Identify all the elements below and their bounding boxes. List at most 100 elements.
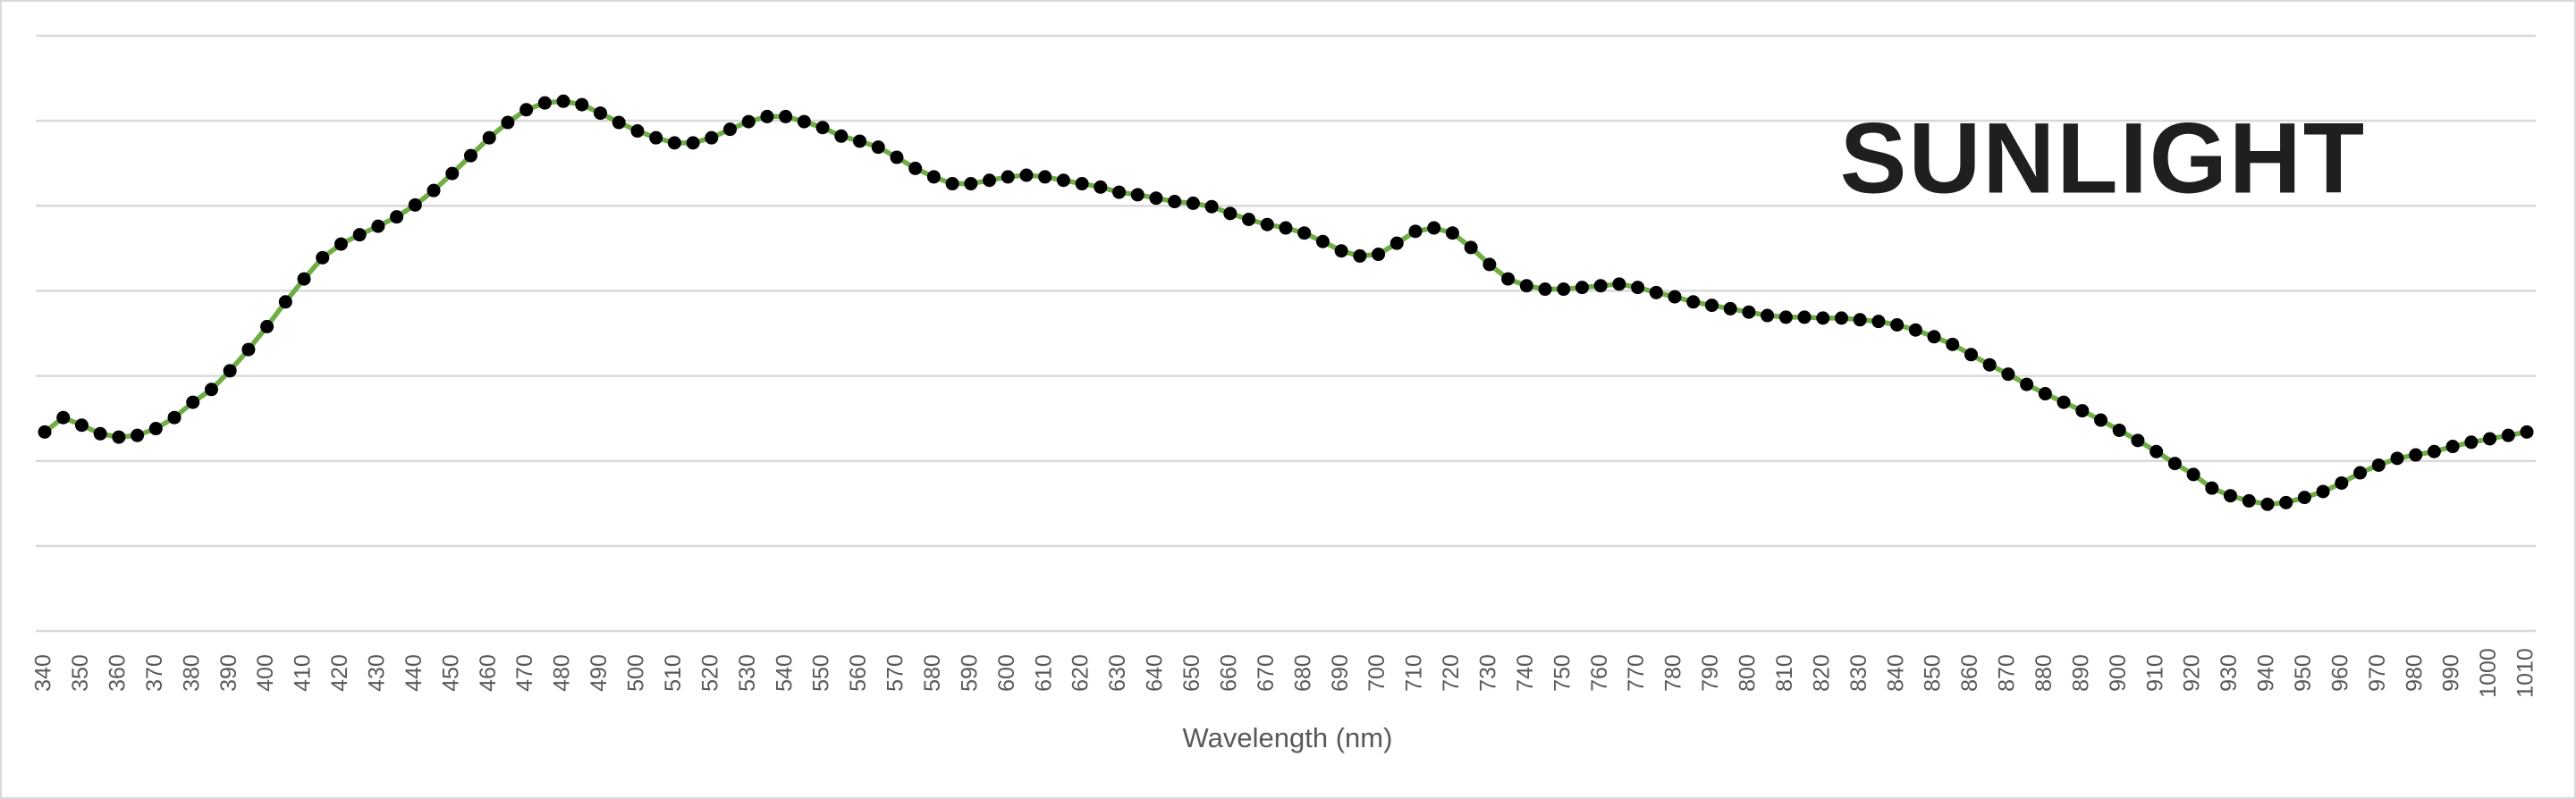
marker: [1908, 323, 1922, 337]
marker: [1575, 281, 1589, 295]
x-tick-label: 870: [1995, 654, 2020, 692]
marker: [593, 106, 607, 121]
marker: [1482, 257, 1497, 272]
x-tick-label: 850: [1921, 654, 1946, 692]
x-tick-label: 910: [2142, 654, 2167, 692]
marker: [408, 198, 422, 212]
marker: [1204, 199, 1219, 214]
marker: [2205, 481, 2219, 495]
marker: [260, 319, 274, 333]
marker: [2483, 432, 2497, 446]
marker: [1112, 185, 1127, 199]
marker: [1742, 305, 1756, 319]
x-tick-label: 770: [1624, 654, 1649, 692]
x-tick-label: 560: [846, 654, 871, 692]
x-tick-label: 960: [2327, 654, 2352, 692]
marker: [241, 342, 256, 357]
x-tick-label: 580: [920, 654, 945, 692]
x-tick-label: 600: [994, 654, 1019, 692]
marker: [2001, 367, 2015, 382]
marker: [1927, 330, 1941, 344]
marker: [2057, 395, 2071, 409]
x-tick-label: 670: [1254, 654, 1279, 692]
x-tick-label: 680: [1290, 654, 1315, 692]
marker: [1168, 195, 1182, 209]
marker: [1001, 170, 1015, 184]
marker: [2297, 491, 2311, 505]
marker: [667, 136, 681, 150]
marker: [38, 425, 52, 439]
marker: [1778, 310, 1793, 324]
x-tick-label: 370: [142, 654, 167, 692]
marker: [815, 121, 830, 135]
marker: [1372, 248, 1386, 262]
marker: [223, 364, 237, 378]
marker: [519, 103, 534, 117]
marker: [890, 150, 904, 164]
marker: [2186, 467, 2200, 482]
x-tick-label: 920: [2180, 654, 2205, 692]
x-tick-label: 550: [809, 654, 834, 692]
marker: [2427, 444, 2441, 458]
x-tick-label: 880: [2031, 654, 2057, 692]
marker: [2409, 448, 2423, 462]
x-tick-label: 860: [1957, 654, 1982, 692]
marker: [2260, 497, 2275, 511]
x-tick-label: 400: [253, 654, 278, 692]
marker: [1519, 279, 1533, 293]
x-tick-label: 780: [1661, 654, 1686, 692]
x-tick-label: 410: [291, 654, 316, 692]
x-tick-label: 490: [587, 654, 612, 692]
x-tick-label: 810: [1772, 654, 1797, 692]
x-tick-label: 420: [327, 654, 352, 692]
marker: [2501, 428, 2515, 442]
marker: [1186, 196, 1200, 210]
marker: [1075, 177, 1089, 191]
x-tick-label: 1010: [2513, 648, 2538, 698]
marker: [93, 426, 107, 441]
marker: [779, 109, 793, 123]
marker: [1982, 357, 1997, 372]
x-tick-label: 940: [2254, 654, 2279, 692]
marker: [2167, 457, 2182, 471]
x-tick-label: 900: [2106, 654, 2131, 692]
marker: [705, 130, 719, 145]
x-tick-label: 530: [735, 654, 760, 692]
marker: [723, 122, 738, 137]
marker: [1761, 308, 1775, 323]
x-tick-label: 510: [661, 654, 686, 692]
marker: [1260, 217, 1274, 231]
marker: [1130, 188, 1144, 202]
x-tick-label: 610: [1031, 654, 1056, 692]
marker: [1056, 173, 1070, 188]
x-tick-label: 930: [2217, 654, 2242, 692]
x-tick-label: 740: [1513, 654, 1538, 692]
marker: [1297, 226, 1312, 240]
marker: [2335, 475, 2349, 490]
x-tick-label: 590: [957, 654, 982, 692]
marker: [1408, 224, 1423, 239]
marker: [204, 383, 218, 397]
marker: [1704, 299, 1719, 313]
x-tick-label: 540: [772, 654, 797, 692]
marker: [316, 250, 330, 265]
marker: [1816, 311, 1830, 325]
marker: [649, 130, 663, 145]
marker: [1389, 236, 1404, 250]
marker: [2371, 458, 2386, 472]
marker: [1557, 282, 1571, 297]
marker: [908, 161, 923, 175]
marker: [1353, 248, 1367, 263]
x-tick-label: 750: [1550, 654, 1575, 692]
marker: [2224, 489, 2238, 503]
marker: [2131, 433, 2145, 448]
x-tick-label: 340: [31, 654, 56, 692]
x-tick-label: 450: [438, 654, 463, 692]
marker: [1593, 279, 1608, 293]
x-tick-label: 730: [1475, 654, 1500, 692]
marker: [1019, 168, 1034, 182]
marker: [2520, 425, 2534, 439]
marker: [871, 140, 885, 155]
